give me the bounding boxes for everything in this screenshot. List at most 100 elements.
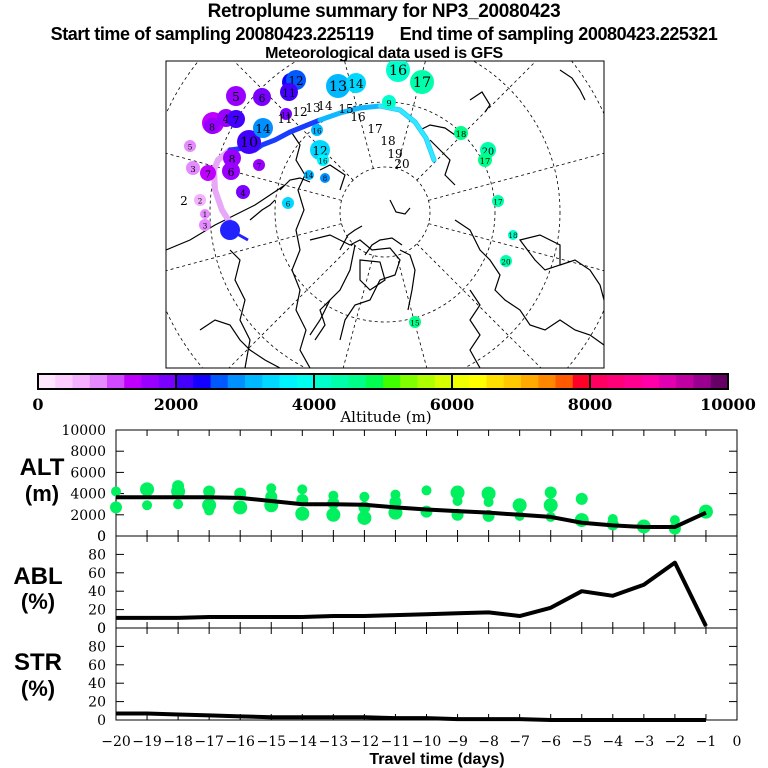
coastline bbox=[309, 234, 401, 341]
coastline bbox=[469, 91, 491, 113]
plume-marker-label: 17 bbox=[413, 75, 431, 91]
plume-marker-label: 8 bbox=[209, 122, 215, 133]
plume-marker bbox=[184, 140, 196, 152]
plume-marker-label: 16 bbox=[312, 126, 322, 135]
coastline bbox=[559, 259, 604, 301]
plume-marker-label: 5 bbox=[188, 142, 193, 151]
plume-marker bbox=[280, 108, 292, 120]
plume-markers: 1512115694781014111314161791820171718201… bbox=[180, 61, 518, 328]
plume-marker bbox=[223, 149, 241, 167]
plume-marker bbox=[326, 74, 350, 98]
plume-marker bbox=[280, 83, 298, 101]
trajectory-day-label: 14 bbox=[317, 99, 333, 113]
meridian-line bbox=[166, 152, 342, 201]
track-segment-end bbox=[378, 104, 436, 162]
plume-marker-label: 20 bbox=[482, 146, 494, 157]
coastline bbox=[319, 164, 346, 191]
trajectory-day-label: 2 bbox=[180, 194, 188, 208]
plume-marker-label: 10 bbox=[240, 135, 258, 151]
plume-marker-label: 3 bbox=[203, 221, 208, 230]
plume-marker bbox=[200, 209, 210, 219]
plume-marker-label: 6 bbox=[259, 92, 266, 105]
coastline bbox=[399, 249, 416, 311]
coastline bbox=[454, 219, 604, 346]
plume-marker-label: 7 bbox=[233, 114, 240, 127]
meridian-line bbox=[228, 243, 354, 368]
release-direction bbox=[229, 228, 249, 242]
plume-marker-label: 6 bbox=[286, 199, 291, 208]
plume-marker bbox=[478, 153, 492, 167]
plume-marker bbox=[253, 118, 273, 138]
coastline bbox=[279, 177, 311, 191]
plume-marker bbox=[204, 118, 220, 134]
plume-marker bbox=[320, 173, 330, 183]
coastline bbox=[429, 139, 456, 186]
plume-marker-label: 11 bbox=[281, 110, 290, 119]
plume-marker-label: 7 bbox=[205, 169, 211, 180]
coastline bbox=[166, 184, 286, 251]
coastline bbox=[309, 244, 356, 336]
plot-title: Retroplume summary for NP3_20080423 bbox=[207, 1, 561, 22]
plume-marker bbox=[304, 170, 314, 180]
meridian-line bbox=[396, 61, 426, 169]
plume-marker bbox=[199, 219, 211, 231]
latitude-circle bbox=[339, 166, 431, 258]
plume-marker bbox=[194, 194, 206, 206]
meridian-line bbox=[416, 243, 542, 368]
plume-marker-label: 9 bbox=[386, 98, 391, 108]
coastline bbox=[199, 319, 281, 368]
coastline bbox=[359, 259, 386, 291]
trajectory-day-label: 13 bbox=[305, 101, 320, 115]
coastline bbox=[389, 199, 411, 215]
plume-marker bbox=[317, 154, 329, 166]
plume-marker-label: 4 bbox=[223, 113, 230, 126]
coastline bbox=[229, 249, 251, 368]
plume-marker-label: 17 bbox=[493, 197, 503, 206]
coastline bbox=[249, 199, 276, 221]
plume-marker bbox=[346, 73, 366, 93]
plume-marker bbox=[253, 159, 265, 171]
trajectory-day-label: 12 bbox=[292, 105, 307, 119]
trajectory-day-label: 19 bbox=[387, 147, 402, 161]
plume-marker-label: 14 bbox=[305, 172, 314, 180]
plume-marker bbox=[253, 88, 271, 106]
plume-marker-label: 6 bbox=[228, 166, 235, 179]
plume-marker-label: 3 bbox=[190, 164, 195, 174]
sampling-times: Start time of sampling 20080423.225119 En… bbox=[0, 24, 768, 45]
plume-marker-label: 18 bbox=[456, 129, 467, 139]
coastline bbox=[419, 124, 456, 136]
plume-marker bbox=[311, 124, 323, 136]
plume-marker bbox=[186, 161, 200, 175]
plume-marker bbox=[409, 316, 421, 328]
coastline bbox=[559, 69, 586, 101]
plume-marker-label: 20 bbox=[501, 257, 511, 266]
plume-marker-label: 5 bbox=[232, 90, 240, 104]
plume-marker-label: 14 bbox=[255, 122, 271, 136]
plume-marker-label: 18 bbox=[509, 232, 518, 240]
track-segment-low bbox=[210, 147, 239, 235]
plume-marker-label: 13 bbox=[329, 79, 347, 95]
map-coastlines bbox=[166, 69, 604, 368]
plume-marker bbox=[227, 110, 245, 128]
plume-marker bbox=[282, 197, 294, 209]
plume-marker bbox=[492, 195, 504, 207]
plume-marker bbox=[222, 162, 240, 180]
end-time-label: End time of sampling 20080423.225321 bbox=[399, 24, 718, 44]
plume-marker-label: 8 bbox=[323, 175, 327, 183]
plume-marker-label: 11 bbox=[282, 87, 296, 100]
trajectory-day-label: 20 bbox=[394, 157, 409, 171]
plume-marker-label: 4 bbox=[240, 188, 245, 198]
coastline bbox=[289, 129, 311, 368]
trajectory-day-label: 18 bbox=[380, 134, 395, 148]
plume-marker-label: 2 bbox=[198, 196, 203, 205]
trajectory-day-label: 15 bbox=[338, 102, 353, 116]
trajectory-day-label: 11 bbox=[277, 112, 292, 126]
coastline bbox=[469, 289, 481, 368]
meridian-line bbox=[428, 152, 604, 201]
plume-marker bbox=[386, 61, 410, 82]
meridian-line bbox=[233, 61, 354, 181]
trajectory-day-label: 16 bbox=[350, 110, 365, 124]
meridian-line bbox=[342, 255, 374, 368]
coastline bbox=[339, 225, 363, 251]
